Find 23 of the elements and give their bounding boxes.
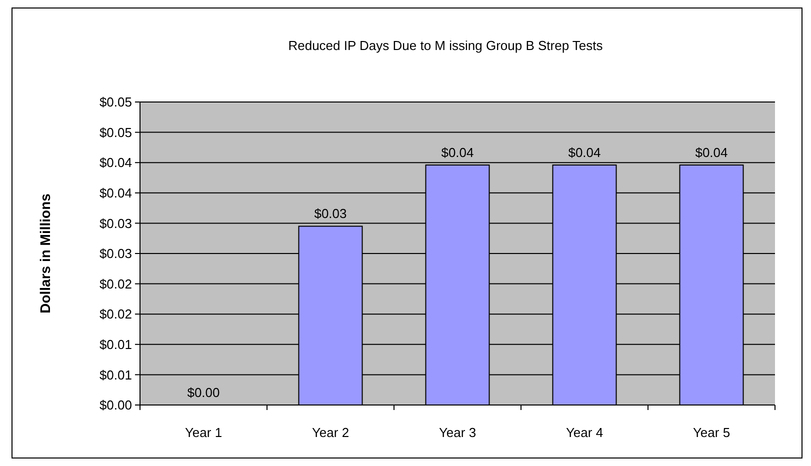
y-tick-label: $0.00 — [99, 398, 132, 413]
x-tick-label: Year 1 — [184, 425, 222, 440]
y-tick-label: $0.05 — [99, 94, 132, 110]
y-axis-title: Dollars in Millions — [37, 193, 53, 314]
y-tick-label: $0.04 — [99, 185, 132, 200]
x-tick-label: Year 4 — [566, 425, 604, 440]
data-label: $0.04 — [695, 145, 728, 160]
y-tick-label: $0.02 — [99, 306, 132, 322]
y-tick-label: $0.05 — [99, 124, 132, 140]
y-tick-label: $0.01 — [99, 336, 132, 352]
y-tick-label: $0.03 — [99, 246, 132, 262]
y-tick-label: $0.04 — [99, 155, 132, 170]
data-label: $0.04 — [568, 145, 601, 160]
x-tick-label: Year 2 — [312, 425, 350, 440]
x-tick-label: Year 3 — [438, 425, 476, 440]
chart-title: Reduced IP Days Due to M issing Group B Strep Tests — [288, 38, 604, 53]
data-label: $0.04 — [441, 145, 474, 160]
y-tick-label: $0.03 — [99, 216, 132, 231]
x-tick-label: Year 5 — [692, 425, 730, 440]
y-tick-label: $0.01 — [99, 367, 132, 382]
data-label: $0.03 — [314, 206, 347, 222]
data-label: $0.00 — [187, 385, 220, 400]
y-tick-label: $0.02 — [99, 276, 132, 292]
